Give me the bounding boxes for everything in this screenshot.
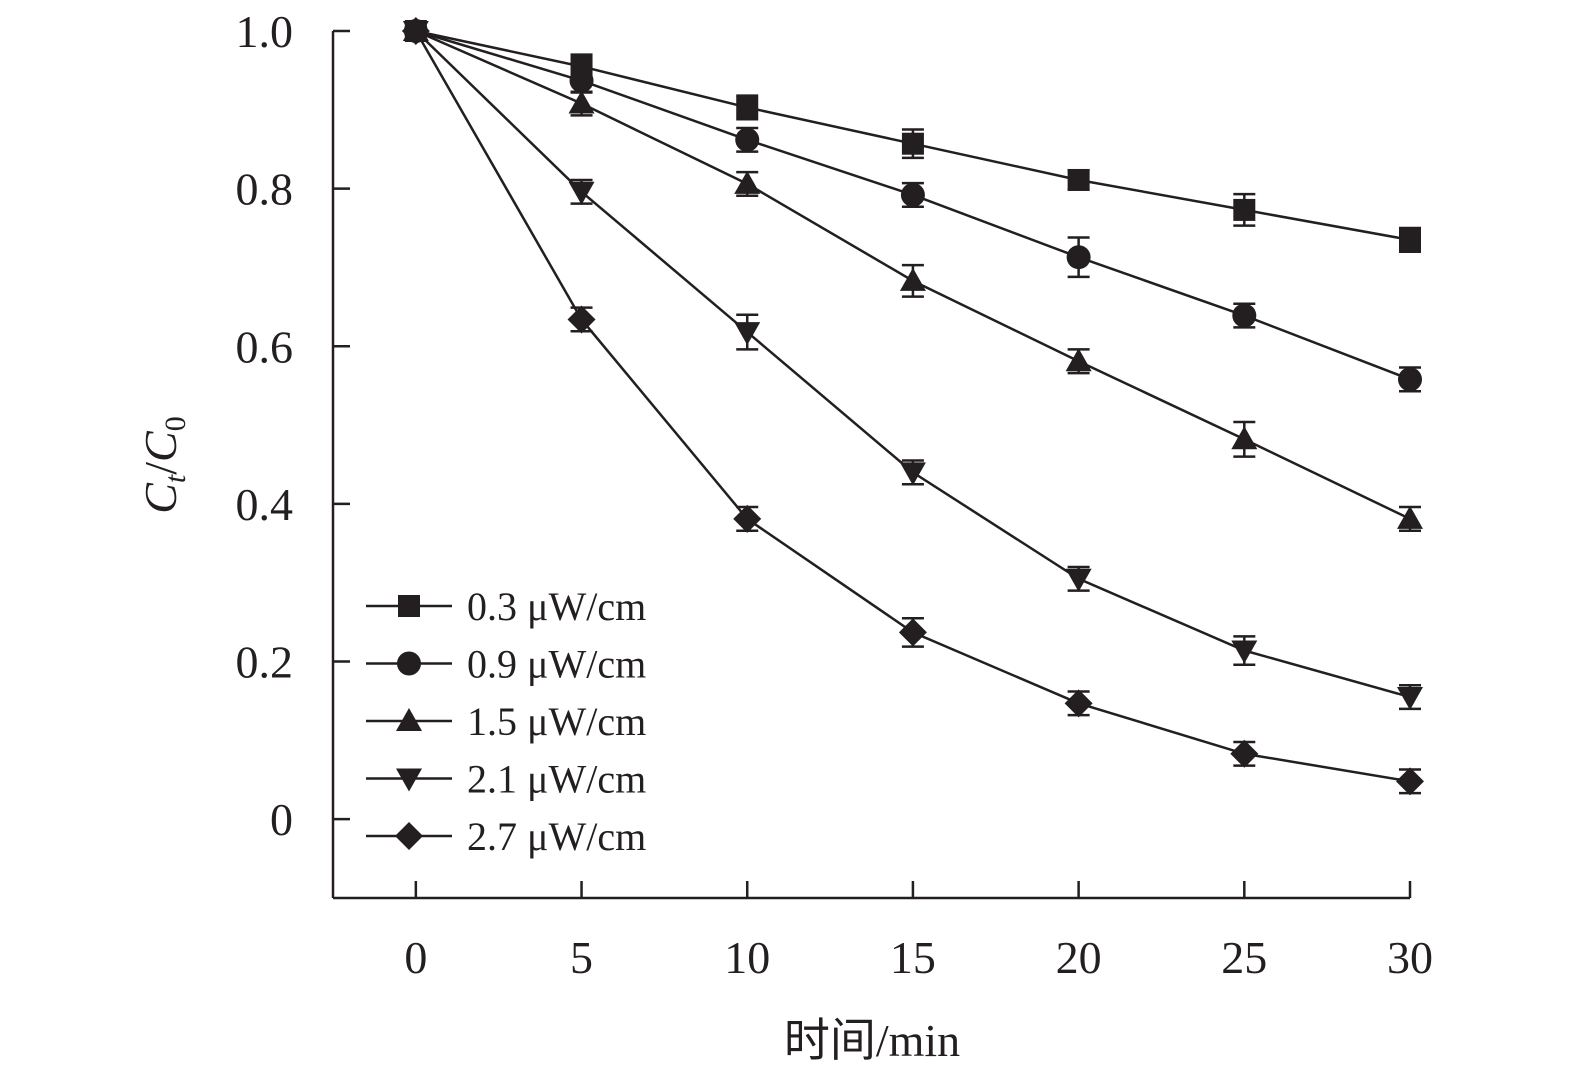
data-point — [569, 68, 594, 93]
legend-marker — [396, 768, 422, 792]
data-point — [568, 181, 595, 205]
y-tick-label: 0 — [270, 794, 293, 845]
data-point — [735, 127, 760, 152]
y-tick-label: 0.4 — [236, 479, 294, 530]
data-point — [1232, 303, 1257, 328]
data-point — [900, 182, 925, 207]
y-tick-label: 0.6 — [236, 321, 294, 372]
x-tick-label: 15 — [890, 932, 936, 983]
data-point — [1399, 228, 1421, 251]
data-point — [1231, 426, 1258, 450]
data-point — [568, 90, 595, 114]
data-point — [1066, 245, 1091, 270]
data-point — [734, 322, 761, 346]
data-point — [733, 504, 762, 533]
data-point — [1064, 689, 1093, 718]
legend-marker — [395, 822, 423, 850]
data-point — [1397, 505, 1423, 529]
series-1 — [404, 20, 1421, 253]
data-point — [1396, 767, 1424, 796]
legend-marker — [398, 595, 420, 617]
legend-item-4: 2.1 μW/cm — [366, 757, 646, 802]
y-title-c2: C — [135, 430, 186, 462]
data-point — [567, 305, 596, 334]
y-tick-label: 1.0 — [236, 6, 294, 57]
legend-marker — [396, 708, 422, 731]
data-point — [1398, 367, 1422, 392]
x-axis-title: 时间/min — [784, 1015, 960, 1066]
legend-label: 0.9 μW/cm — [467, 642, 646, 687]
data-point — [1065, 568, 1092, 592]
data-point — [734, 170, 761, 194]
x-tick-label: 25 — [1221, 932, 1267, 983]
legend-label: 2.1 μW/cm — [467, 757, 646, 802]
legend-item-3: 1.5 μW/cm — [366, 699, 646, 744]
x-tick-label: 30 — [1387, 932, 1433, 983]
legend-marker — [397, 651, 421, 676]
x-tick-label: 20 — [1056, 932, 1102, 983]
x-tick-label: 5 — [570, 932, 593, 983]
y-tick-label: 0.2 — [236, 637, 294, 688]
y-title-sub2: 0 — [159, 416, 192, 431]
data-point — [401, 17, 430, 45]
data-point — [1397, 687, 1423, 711]
legend-item-5: 2.7 μW/cm — [366, 814, 646, 859]
data-point — [1065, 348, 1092, 372]
y-title-slash: / — [135, 462, 186, 475]
plot-area — [401, 17, 1424, 796]
series-2 — [403, 19, 1422, 393]
x-tick-label: 0 — [404, 932, 427, 983]
data-point — [1067, 168, 1090, 191]
data-point — [736, 96, 759, 119]
data-point — [1230, 739, 1259, 768]
data-point — [898, 618, 927, 647]
legend-item-2: 0.9 μW/cm — [366, 642, 646, 687]
data-point — [1233, 198, 1256, 221]
data-point — [1231, 640, 1258, 664]
y-title-c1: C — [135, 482, 186, 514]
x-tick-label: 10 — [724, 932, 770, 983]
legend-label: 0.3 μW/cm — [467, 584, 646, 629]
data-point — [899, 462, 926, 486]
y-title-sub1: t — [159, 474, 192, 483]
axes: 0 0.2 0.4 0.6 0.8 1.0 0 5 10 15 20 25 30 — [236, 6, 1434, 983]
legend-label: 2.7 μW/cm — [467, 814, 646, 859]
y-tick-label: 0.8 — [236, 164, 294, 215]
legend: 0.3 μW/cm 0.9 μW/cm 1.5 μW/cm 2.1 μW/cm 2.7 … — [366, 584, 646, 859]
legend-label: 1.5 μW/cm — [467, 699, 646, 744]
data-point — [899, 267, 926, 291]
legend-item-1: 0.3 μW/cm — [366, 584, 646, 629]
series-5 — [401, 17, 1424, 796]
y-axis-title: Ct/C0 — [135, 416, 192, 514]
data-point — [901, 132, 924, 155]
